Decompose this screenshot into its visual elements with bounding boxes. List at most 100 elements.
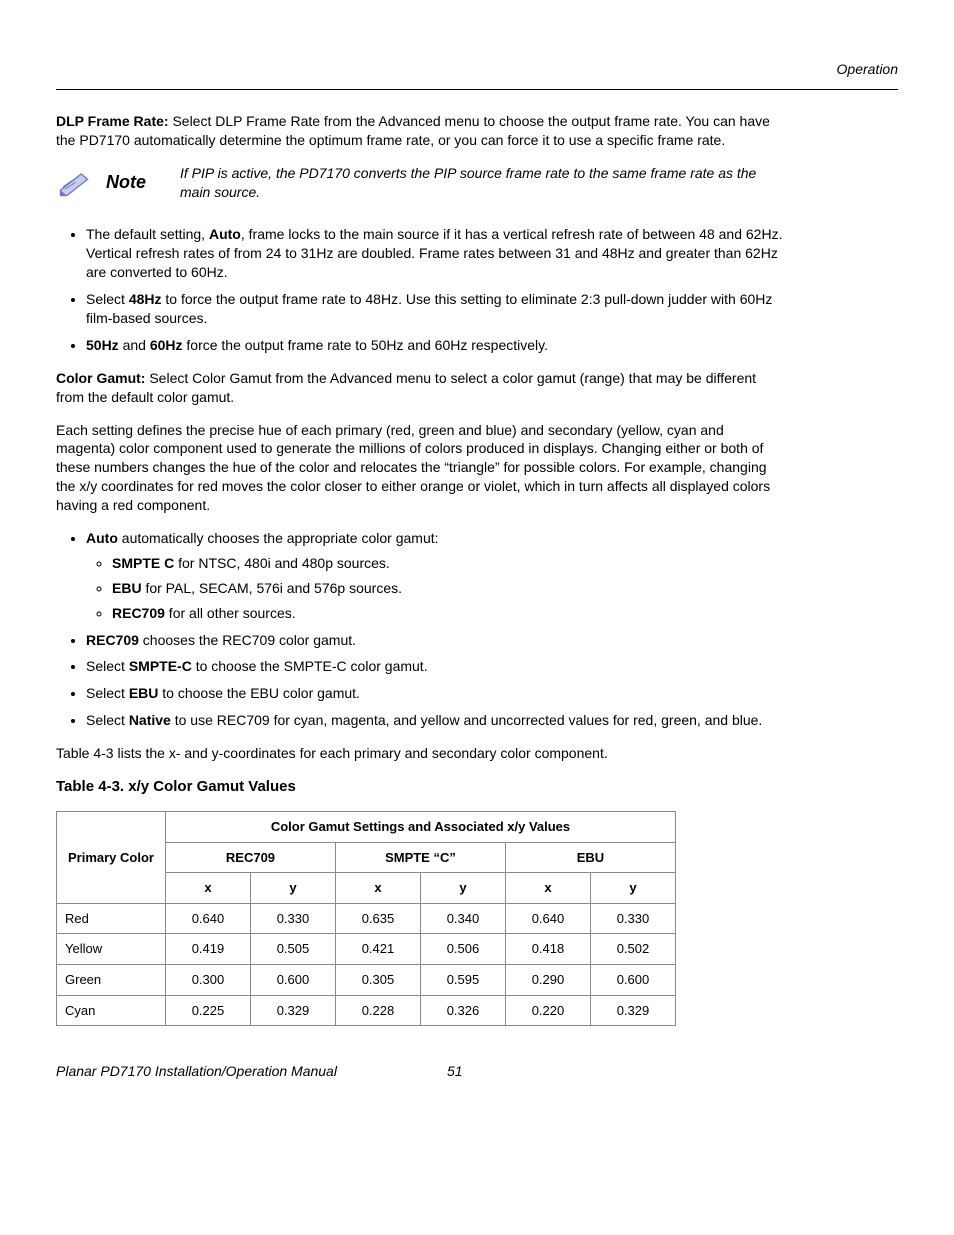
cell-value: 0.228 bbox=[335, 995, 420, 1026]
cell-value: 0.600 bbox=[590, 965, 675, 996]
table-group: SMPTE “C” bbox=[335, 842, 505, 873]
cell-value: 0.326 bbox=[420, 995, 505, 1026]
text-strong: EBU bbox=[129, 685, 159, 701]
text: to choose the SMPTE-C color gamut. bbox=[192, 658, 428, 674]
cell-value: 0.640 bbox=[505, 903, 590, 934]
row-label: Yellow bbox=[57, 934, 166, 965]
table-title: Table 4-3. x/y Color Gamut Values bbox=[56, 777, 786, 797]
text-strong: Native bbox=[129, 712, 171, 728]
frame-rate-list: The default setting, Auto, frame locks t… bbox=[56, 225, 786, 354]
page-footer: Planar PD7170 Installation/Operation Man… bbox=[56, 1062, 898, 1081]
list-item: Select EBU to choose the EBU color gamut… bbox=[86, 684, 786, 703]
cell-value: 0.329 bbox=[590, 995, 675, 1026]
text: for all other sources. bbox=[165, 605, 296, 621]
page-content: DLP Frame Rate: Select DLP Frame Rate fr… bbox=[56, 112, 786, 1026]
cell-value: 0.418 bbox=[505, 934, 590, 965]
cell-value: 0.635 bbox=[335, 903, 420, 934]
text: to use REC709 for cyan, magenta, and yel… bbox=[171, 712, 762, 728]
cell-value: 0.505 bbox=[250, 934, 335, 965]
cell-value: 0.340 bbox=[420, 903, 505, 934]
list-item: Auto automatically chooses the appropria… bbox=[86, 529, 786, 623]
gamut-sub-list: SMPTE C for NTSC, 480i and 480p sources.… bbox=[86, 554, 786, 623]
text: Select bbox=[86, 712, 129, 728]
list-item: REC709 for all other sources. bbox=[112, 604, 786, 623]
text-strong: REC709 bbox=[86, 632, 139, 648]
list-item: REC709 chooses the REC709 color gamut. bbox=[86, 631, 786, 650]
table-group: EBU bbox=[505, 842, 675, 873]
text-strong: SMPTE C bbox=[112, 555, 174, 571]
list-item: Select SMPTE-C to choose the SMPTE-C col… bbox=[86, 657, 786, 676]
row-label: Cyan bbox=[57, 995, 166, 1026]
text: for NTSC, 480i and 480p sources. bbox=[174, 555, 390, 571]
cell-value: 0.595 bbox=[420, 965, 505, 996]
cell-value: 0.506 bbox=[420, 934, 505, 965]
table-sub: y bbox=[250, 873, 335, 904]
list-item: EBU for PAL, SECAM, 576i and 576p source… bbox=[112, 579, 786, 598]
text-strong: Auto bbox=[209, 226, 241, 242]
cell-value: 0.421 bbox=[335, 934, 420, 965]
cell-value: 0.502 bbox=[590, 934, 675, 965]
list-item: Select Native to use REC709 for cyan, ma… bbox=[86, 711, 786, 730]
text-strong: 50Hz bbox=[86, 337, 119, 353]
cell-value: 0.330 bbox=[590, 903, 675, 934]
text: for PAL, SECAM, 576i and 576p sources. bbox=[142, 580, 402, 596]
text-strong: REC709 bbox=[112, 605, 165, 621]
color-gamut-table: Primary Color Color Gamut Settings and A… bbox=[56, 811, 676, 1026]
text-strong: EBU bbox=[112, 580, 142, 596]
text: automatically chooses the appropriate co… bbox=[118, 530, 439, 546]
text: chooses the REC709 color gamut. bbox=[139, 632, 356, 648]
table-header-main: Color Gamut Settings and Associated x/y … bbox=[165, 812, 675, 843]
list-item: The default setting, Auto, frame locks t… bbox=[86, 225, 786, 282]
cg-heading-rest: Select Color Gamut from the Advanced men… bbox=[56, 370, 756, 405]
dlp-frame-rate-intro: DLP Frame Rate: Select DLP Frame Rate fr… bbox=[56, 112, 786, 150]
table-row: Green0.3000.6000.3050.5950.2900.600 bbox=[57, 965, 676, 996]
text-strong: 60Hz bbox=[150, 337, 183, 353]
row-label: Red bbox=[57, 903, 166, 934]
table-sub: y bbox=[590, 873, 675, 904]
note-label: Note bbox=[106, 170, 146, 194]
text: Select bbox=[86, 685, 129, 701]
cell-value: 0.290 bbox=[505, 965, 590, 996]
color-gamut-para2: Each setting defines the precise hue of … bbox=[56, 421, 786, 515]
text: The default setting, bbox=[86, 226, 209, 242]
text-strong: 48Hz bbox=[129, 291, 162, 307]
list-item: 50Hz and 60Hz force the output frame rat… bbox=[86, 336, 786, 355]
footer-title: Planar PD7170 Installation/Operation Man… bbox=[56, 1062, 337, 1081]
gamut-list: Auto automatically chooses the appropria… bbox=[56, 529, 786, 730]
note-icon bbox=[56, 165, 92, 201]
table-sub: x bbox=[505, 873, 590, 904]
cell-value: 0.640 bbox=[165, 903, 250, 934]
table-sub: x bbox=[165, 873, 250, 904]
text: Select bbox=[86, 291, 129, 307]
cell-value: 0.329 bbox=[250, 995, 335, 1026]
dlp-heading: DLP Frame Rate: bbox=[56, 113, 169, 129]
cell-value: 0.305 bbox=[335, 965, 420, 996]
header-rule bbox=[56, 89, 898, 90]
cell-value: 0.600 bbox=[250, 965, 335, 996]
note-block: Note If PIP is active, the PD7170 conver… bbox=[56, 164, 786, 202]
cell-value: 0.330 bbox=[250, 903, 335, 934]
note-text: If PIP is active, the PD7170 converts th… bbox=[180, 164, 786, 202]
text: to force the output frame rate to 48Hz. … bbox=[86, 291, 772, 326]
footer-page: 51 bbox=[447, 1062, 463, 1081]
table-sub: x bbox=[335, 873, 420, 904]
table-sub: y bbox=[420, 873, 505, 904]
list-item: Select 48Hz to force the output frame ra… bbox=[86, 290, 786, 328]
table-row: Red0.6400.3300.6350.3400.6400.330 bbox=[57, 903, 676, 934]
text: Select bbox=[86, 658, 129, 674]
color-gamut-intro: Color Gamut: Select Color Gamut from the… bbox=[56, 369, 786, 407]
text-strong: SMPTE-C bbox=[129, 658, 192, 674]
text: and bbox=[119, 337, 150, 353]
list-item: SMPTE C for NTSC, 480i and 480p sources. bbox=[112, 554, 786, 573]
cell-value: 0.419 bbox=[165, 934, 250, 965]
row-label: Green bbox=[57, 965, 166, 996]
text: force the output frame rate to 50Hz and … bbox=[183, 337, 548, 353]
table-group: REC709 bbox=[165, 842, 335, 873]
cell-value: 0.220 bbox=[505, 995, 590, 1026]
table-row: Cyan0.2250.3290.2280.3260.2200.329 bbox=[57, 995, 676, 1026]
section-header: Operation bbox=[56, 60, 898, 79]
cg-heading: Color Gamut: bbox=[56, 370, 145, 386]
table-row: Yellow0.4190.5050.4210.5060.4180.502 bbox=[57, 934, 676, 965]
table-intro: Table 4-3 lists the x- and y-coordinates… bbox=[56, 744, 786, 763]
cell-value: 0.225 bbox=[165, 995, 250, 1026]
